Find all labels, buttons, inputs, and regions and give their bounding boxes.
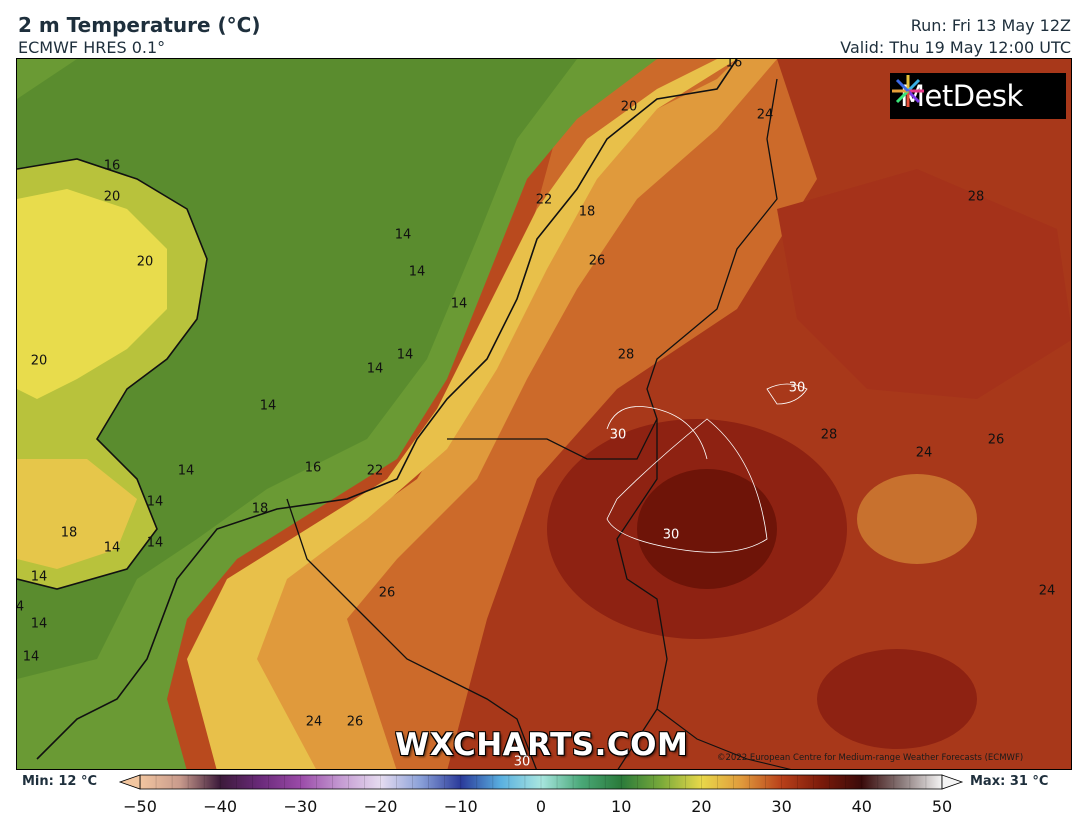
contour-label: 14 (259, 398, 277, 414)
contour-label: 20 (30, 353, 48, 369)
contour-label: 18 (578, 204, 596, 220)
coast-band-orange (227, 59, 777, 769)
contour-label: 18 (60, 525, 78, 541)
model-label: ECMWF HRES 0.1° (18, 38, 166, 57)
uk-coastline (17, 158, 208, 590)
contour-label: 26 (378, 585, 396, 601)
contour-label: 16 (304, 460, 322, 476)
chart-title: 2 m Temperature (°C) (18, 13, 261, 37)
valid-time: Valid: Thu 19 May 12:00 UTC (840, 38, 1071, 57)
colorbar (118, 773, 964, 795)
contour-label: 26 (346, 714, 364, 730)
colorbar-max-arrow (941, 774, 964, 790)
uk-south-warm (17, 459, 137, 569)
land-hot-east (777, 169, 1071, 399)
contour-label: 24 (305, 714, 323, 730)
colorbar-tick-label: 10 (611, 797, 632, 816)
border-nl-de (447, 78, 778, 460)
contour-label: 16 (725, 58, 743, 71)
contour-label: 14 (103, 540, 121, 556)
contour-30-small (766, 383, 808, 405)
contour-30-loop (606, 418, 768, 553)
contour-label: 28 (820, 427, 838, 443)
cooler-east-pocket (857, 474, 977, 564)
border-fr-be (286, 498, 537, 769)
mainland-coastline (36, 59, 738, 760)
colorbar-tick-label: 50 (931, 797, 953, 816)
contour-label: 28 (967, 189, 985, 205)
hot-peak (637, 469, 777, 589)
run-time: Run: Fri 13 May 12Z (910, 16, 1071, 35)
legend-min: Min: 12 °C (22, 774, 98, 789)
contour-label: 14 (30, 569, 48, 585)
colorbar-tick-label: 40 (851, 797, 872, 816)
border-fr-de (656, 708, 792, 769)
colorbar-tick-label: −50 (123, 797, 157, 816)
contour-30-line (606, 406, 708, 460)
contour-label: 14 (146, 535, 164, 551)
wxcharts-watermark: WXCHARTS.COM (395, 727, 689, 763)
contour-label: 14 (394, 227, 412, 243)
contour-label: 14 (396, 347, 414, 363)
contour-label: 16 (103, 158, 121, 174)
legend-max: Max: 31 °C (970, 774, 1049, 789)
contour-label: 30 (513, 754, 531, 770)
hot-south (817, 649, 977, 749)
header-left: 2 m Temperature (°C) ECMWF HRES 0.1° (18, 12, 260, 58)
coast-band-yellow (187, 59, 737, 769)
contour-label: 14 (450, 296, 468, 312)
temperature-map[interactable]: MetDesk WXCHARTS.COM ©2022 European Cent… (16, 58, 1072, 770)
colorbar-tick-label: 30 (771, 797, 792, 816)
map-canvas (17, 59, 1071, 769)
contour-label: 24 (915, 445, 933, 461)
colorbar-scale (118, 774, 964, 790)
header-right: Run: Fri 13 May 12Z Valid: Thu 19 May 12… (840, 15, 1071, 59)
contour-label: 24 (756, 107, 774, 123)
land-orange-region (317, 59, 817, 769)
colorbar-tick-label: −30 (283, 797, 318, 816)
contour-label: 4 (16, 599, 25, 615)
colorbar-tick-label: −10 (443, 797, 478, 816)
contour-label: 24 (1038, 583, 1056, 599)
colorbar-tick-label: 20 (691, 797, 712, 816)
contour-label: 22 (366, 463, 384, 479)
contour-label: 30 (609, 427, 627, 443)
contour-label: 20 (103, 189, 121, 205)
contour-label: 26 (987, 432, 1005, 448)
contour-label: 14 (22, 649, 40, 665)
logo-text: MetDesk (900, 79, 1023, 113)
contour-label: 20 (136, 254, 154, 270)
contour-label: 14 (30, 616, 48, 632)
contour-label: 14 (177, 463, 195, 479)
colorbar-tick-label: −20 (363, 797, 398, 816)
contour-label: 30 (662, 527, 680, 543)
colorbar-ticks: −50 −40 −30 −20 −10 0 10 20 30 40 50 (0, 797, 1088, 821)
colorbar-tick-label: 0 (535, 797, 547, 816)
colorbar-tick-label: −40 (203, 797, 238, 816)
metdesk-logo[interactable]: MetDesk (890, 73, 1066, 119)
contour-label: 28 (617, 347, 635, 363)
contour-label: 20 (620, 99, 638, 115)
contour-label: 18 (251, 501, 269, 517)
copyright-notice: ©2022 European Centre for Medium-range W… (717, 753, 1024, 763)
contour-label: 22 (535, 192, 553, 208)
contour-label: 14 (146, 494, 164, 510)
contour-label: 14 (366, 361, 384, 377)
colorbar-min-arrow (118, 774, 141, 790)
metdesk-burst-icon (892, 75, 924, 107)
uk-warm-zone (17, 189, 167, 399)
border-be-de-lu (616, 419, 668, 769)
contour-label: 30 (788, 380, 806, 396)
contour-label: 26 (588, 253, 606, 269)
contour-label: 14 (408, 264, 426, 280)
